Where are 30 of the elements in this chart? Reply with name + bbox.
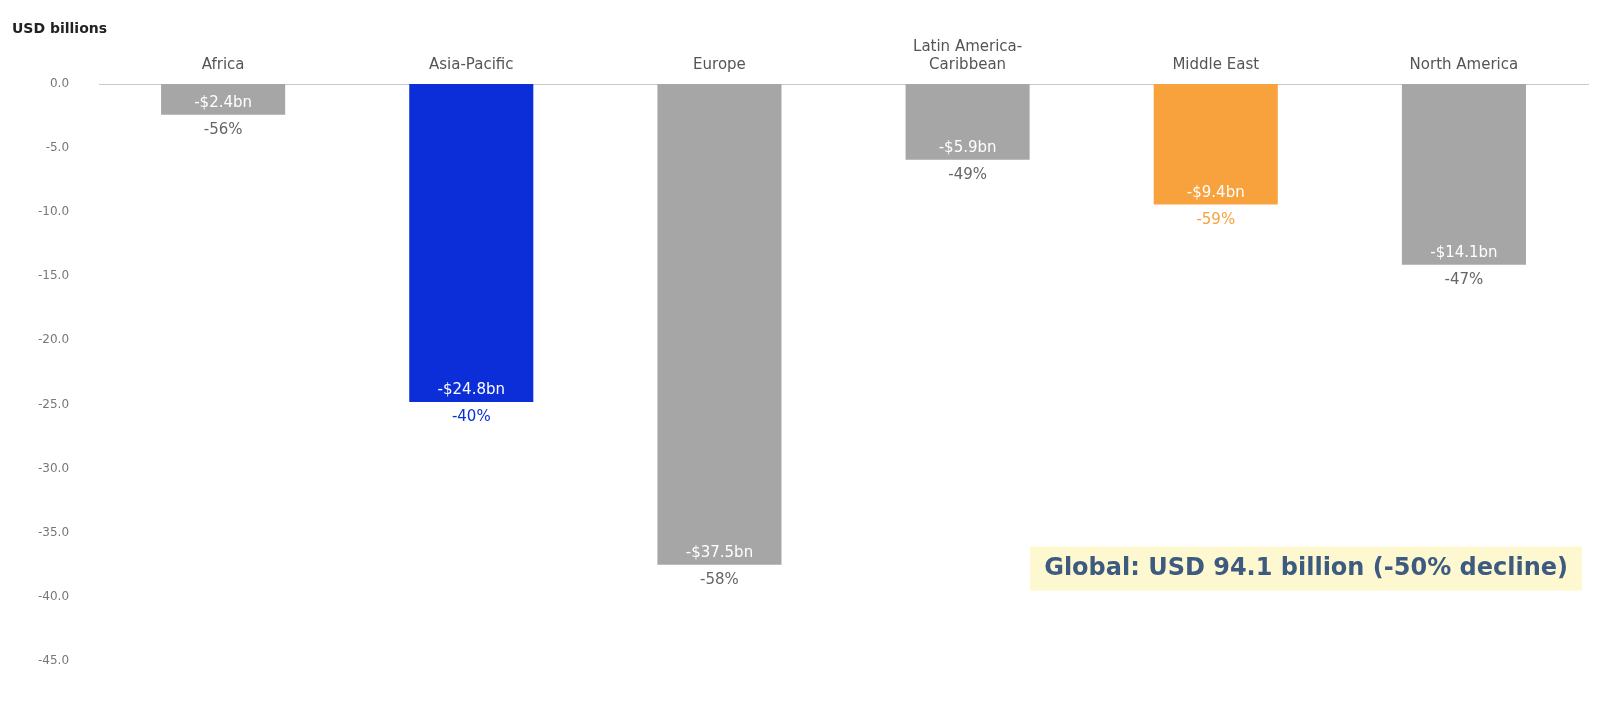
y-tick-label: -30.0	[37, 460, 70, 475]
y-tick-label: -40.0	[37, 588, 70, 603]
data-label: -$5.9bn	[938, 138, 997, 157]
annotation: -40%	[451, 407, 491, 426]
data-label: -$9.4bn	[1186, 182, 1245, 201]
x-tick-label: North America	[1409, 54, 1519, 73]
x-tick-label: Europe	[693, 54, 746, 73]
y-tick-label: -35.0	[37, 524, 70, 539]
annotation: -59%	[1196, 209, 1236, 228]
x-tick-label: Africa	[201, 54, 245, 73]
annotation: -47%	[1444, 270, 1484, 289]
data-label: -$14.1bn	[1430, 243, 1498, 262]
annotation: -58%	[700, 570, 739, 589]
y-tick-label: -45.0	[37, 652, 70, 667]
y-tick-label: -15.0	[37, 268, 70, 283]
annotation: -49%	[948, 165, 987, 184]
y-axis-title: USD billions	[12, 19, 108, 36]
y-tick-label: -5.0	[45, 140, 70, 155]
y-tick-label: 0.0	[49, 76, 70, 91]
data-label: -$37.5bn	[685, 543, 754, 562]
x-tick-label: Middle East	[1172, 54, 1260, 73]
y-tick-label: -20.0	[37, 332, 70, 347]
x-tick-label: Asia-Pacific	[429, 54, 514, 73]
data-label: -$24.8bn	[437, 380, 505, 399]
annotation: -56%	[203, 120, 243, 139]
data-label: -$2.4bn	[194, 93, 253, 112]
annotation: Global: USD 94.1 billion (-50% decline)	[1044, 552, 1568, 581]
y-tick-label: -10.0	[37, 204, 70, 219]
x-tick-label: Latin America-Caribbean	[913, 36, 1023, 73]
y-tick-label: -25.0	[37, 396, 70, 411]
